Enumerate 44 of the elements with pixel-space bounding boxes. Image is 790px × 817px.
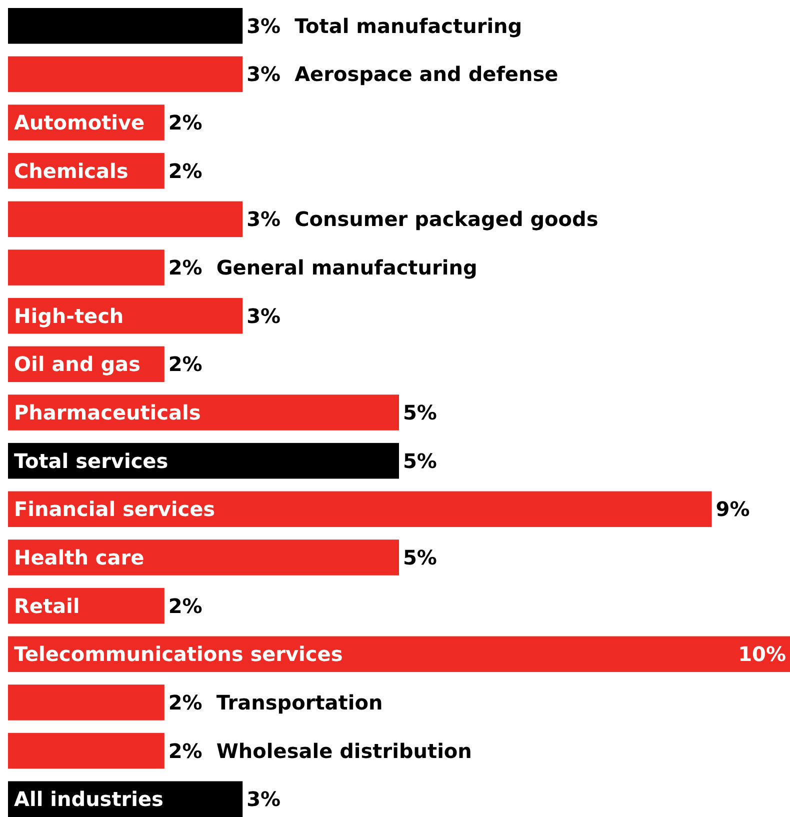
y-tick-label: Wholesale distribution xyxy=(216,738,472,763)
bar xyxy=(8,732,164,769)
y-tick-label: General manufacturing xyxy=(216,256,478,280)
data-label: 2% xyxy=(168,738,202,763)
data-label: 2% xyxy=(168,594,202,618)
data-label: 2% xyxy=(168,690,202,714)
y-tick-label: Pharmaceuticals xyxy=(14,400,201,424)
y-tick-label: Transportation xyxy=(216,690,383,714)
bar xyxy=(8,540,399,576)
data-label: 3% xyxy=(246,304,281,328)
data-label: 5% xyxy=(403,545,437,570)
data-label: 5% xyxy=(403,400,437,424)
bar xyxy=(8,684,164,720)
y-tick-label: Automotive xyxy=(14,110,145,135)
data-label: 2% xyxy=(168,110,202,135)
data-label: 10% xyxy=(738,642,786,666)
data-label: 2% xyxy=(168,256,202,280)
y-tick-label: All industries xyxy=(14,787,164,812)
data-label: 3% xyxy=(246,62,281,86)
data-label: 9% xyxy=(716,497,750,522)
bar xyxy=(8,56,243,92)
y-tick-label: Financial services xyxy=(14,497,216,522)
y-tick-label: High-tech xyxy=(14,304,124,328)
data-label: 2% xyxy=(168,352,202,376)
y-tick-label: Aerospace and defense xyxy=(294,62,558,86)
data-label: 3% xyxy=(246,787,281,812)
bar xyxy=(8,250,164,286)
y-tick-label: Health care xyxy=(14,545,144,570)
data-label: 2% xyxy=(168,158,202,183)
y-tick-label: Chemicals xyxy=(14,158,128,183)
bar xyxy=(8,8,243,44)
bar xyxy=(8,491,712,528)
y-tick-label: Consumer packaged goods xyxy=(294,207,598,232)
bar xyxy=(8,442,399,479)
y-tick-label: Oil and gas xyxy=(14,352,140,376)
data-label: 3% xyxy=(246,207,281,232)
data-label: 3% xyxy=(246,14,281,38)
y-tick-label: Telecommunications services xyxy=(14,642,343,666)
data-label: 5% xyxy=(403,448,437,473)
bar xyxy=(8,394,399,430)
y-tick-label: Total manufacturing xyxy=(294,14,522,38)
y-tick-label: Total services xyxy=(14,448,168,473)
y-tick-label: Retail xyxy=(14,594,80,618)
bar xyxy=(8,201,243,238)
